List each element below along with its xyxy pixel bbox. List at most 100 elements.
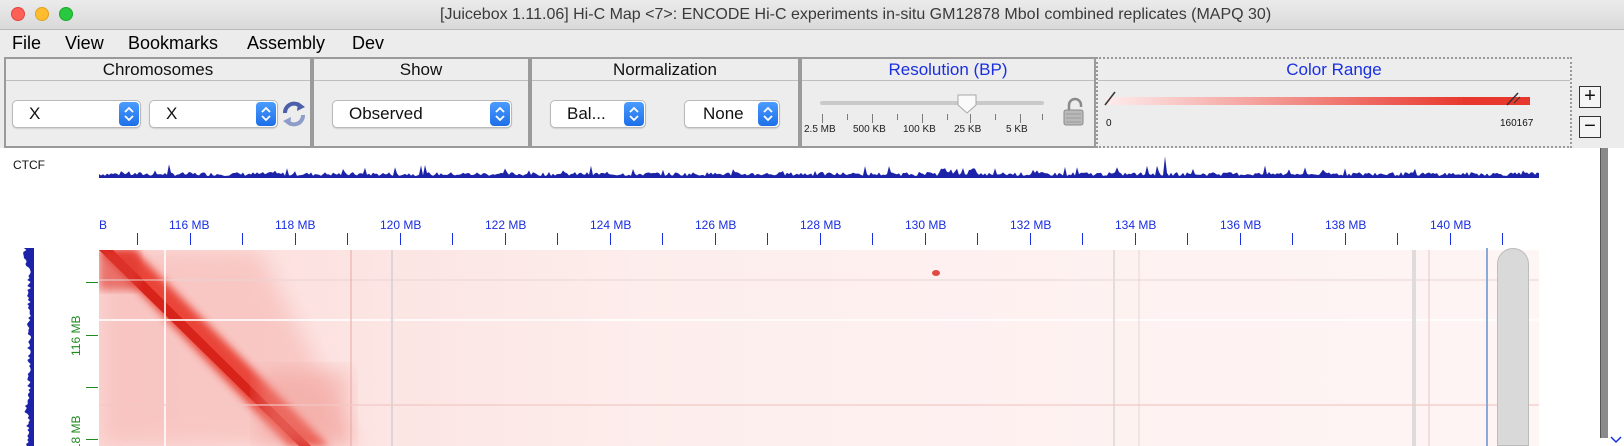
menu-file[interactable]: File xyxy=(12,33,42,53)
resolution-panel: Resolution (BP) 2.5 MB 500 KB 100 KB 25 … xyxy=(800,57,1096,148)
x-axis-tick xyxy=(557,233,558,245)
show-value: Observed xyxy=(349,104,423,123)
resolution-tick xyxy=(970,114,971,123)
menu-bookmarks[interactable]: Bookmarks xyxy=(128,33,219,53)
menu-assembly[interactable]: Assembly xyxy=(247,33,326,53)
heatmap-domain xyxy=(259,370,349,446)
x-axis-label: 122 MB xyxy=(485,218,527,232)
normalization-2-select[interactable]: None xyxy=(684,100,780,128)
resolution-label-500kb[interactable]: 500 KB xyxy=(853,124,886,135)
show-select[interactable]: Observed xyxy=(332,100,512,128)
resolution-tick xyxy=(872,114,873,123)
chevron-down-icon[interactable] xyxy=(1610,432,1622,444)
x-axis-label: 118 MB xyxy=(275,218,316,232)
show-title: Show xyxy=(314,59,528,81)
window-maximize-button[interactable] xyxy=(59,7,73,21)
chevron-updown-icon xyxy=(490,102,510,126)
x-axis-label: 116 MB xyxy=(169,218,210,232)
unlock-icon[interactable] xyxy=(1062,97,1086,127)
y-axis-tick xyxy=(86,282,98,283)
x-axis-tick xyxy=(714,233,716,245)
chromosomes-panel: Chromosomes X X xyxy=(4,57,312,148)
menu-dev[interactable]: Dev xyxy=(352,33,385,53)
chevron-updown-icon xyxy=(758,102,778,126)
x-axis-tick xyxy=(1397,233,1398,245)
color-range-max-thumb[interactable] xyxy=(1506,89,1522,107)
menu-view[interactable]: View xyxy=(65,33,104,53)
menu-bar: File View Bookmarks Assembly Dev xyxy=(0,30,1624,56)
ctcf-vertical-signal xyxy=(23,248,34,446)
color-range-title: Color Range xyxy=(1098,59,1570,81)
x-axis-tick xyxy=(294,233,296,245)
scrollbar[interactable] xyxy=(1600,148,1608,438)
x-axis-tick xyxy=(504,233,506,245)
window-close-button[interactable] xyxy=(11,7,25,21)
x-axis-tick xyxy=(189,233,191,245)
normalization-1-value: Bal... xyxy=(567,104,606,123)
x-axis-tick xyxy=(872,233,873,245)
x-axis-tick xyxy=(242,233,243,245)
ctcf-track[interactable] xyxy=(99,150,1539,184)
zoom-in-button[interactable]: + xyxy=(1579,86,1601,108)
resolution-label-2.5mb[interactable]: 2.5 MB xyxy=(804,124,836,135)
x-axis-tick xyxy=(1187,233,1188,245)
normalization-panel: Normalization Bal... None xyxy=(530,57,800,148)
color-range-min-thumb[interactable] xyxy=(1104,89,1118,107)
resolution-tick xyxy=(847,114,848,120)
refresh-icon[interactable] xyxy=(280,99,308,129)
x-axis-tick xyxy=(1134,233,1136,245)
resolution-label-25kb[interactable]: 25 KB xyxy=(954,124,982,135)
x-axis-label: 136 MB xyxy=(1220,218,1262,232)
chromosomes-title: Chromosomes xyxy=(6,59,310,81)
heatmap-hotspot xyxy=(932,270,940,276)
x-axis-tick xyxy=(399,233,401,245)
window-minimize-button[interactable] xyxy=(35,7,49,21)
x-axis-label: 132 MB xyxy=(1010,218,1052,232)
resolution-tick xyxy=(1042,114,1043,120)
y-axis-label: 118 MB xyxy=(69,415,83,446)
x-axis-tick xyxy=(609,233,611,245)
y-axis-tick xyxy=(86,387,98,388)
x-axis-tick xyxy=(1449,233,1451,245)
heatmap-domain xyxy=(99,250,139,290)
x-axis-tick xyxy=(452,233,453,245)
chromosome-1-value: X xyxy=(29,104,41,123)
heatmap-diagonal-core xyxy=(99,250,311,446)
resolution-label-100kb[interactable]: 100 KB xyxy=(903,124,936,135)
resolution-label-5kb[interactable]: 5 KB xyxy=(1006,124,1028,135)
x-axis-tick xyxy=(1029,233,1031,245)
color-range-panel: Color Range 0 160167 xyxy=(1096,57,1572,148)
normalization-1-select[interactable]: Bal... xyxy=(550,100,646,128)
resolution-slider-thumb[interactable] xyxy=(956,93,978,115)
x-axis-tick xyxy=(662,233,663,245)
color-range-gradient[interactable] xyxy=(1106,97,1530,105)
chevron-updown-icon xyxy=(256,102,276,126)
scroll-thumb[interactable] xyxy=(1497,248,1529,446)
x-axis-tick xyxy=(1082,233,1083,245)
x-axis-tick xyxy=(924,233,926,245)
contact-heatmap[interactable] xyxy=(99,250,1539,446)
x-axis-tick xyxy=(137,233,138,245)
normalization-title: Normalization xyxy=(532,59,798,81)
chromosome-2-select[interactable]: X xyxy=(149,100,278,128)
y-axis-label: 116 MB xyxy=(69,315,83,356)
x-axis-tick xyxy=(1502,233,1503,245)
x-axis-label: 138 MB xyxy=(1325,218,1367,232)
x-axis-label: 140 MB xyxy=(1430,218,1472,232)
y-axis-tick xyxy=(86,335,98,336)
title-bar: [Juicebox 1.11.06] Hi-C Map <7>: ENCODE … xyxy=(0,0,1624,30)
ctcf-vertical-track[interactable] xyxy=(22,248,34,446)
resolution-slider-track[interactable] xyxy=(820,101,1044,105)
x-axis-label: 124 MB xyxy=(590,218,632,232)
x-axis-label: 120 MB xyxy=(380,218,422,232)
x-axis-label: 126 MB xyxy=(695,218,737,232)
x-axis-tick xyxy=(1344,233,1346,245)
x-axis-tick xyxy=(767,233,768,245)
chromosome-1-select[interactable]: X xyxy=(12,100,141,128)
x-axis-tick xyxy=(1239,233,1241,245)
x-axis-label: 128 MB xyxy=(800,218,842,232)
x-axis-tick xyxy=(819,233,821,245)
resolution-title: Resolution (BP) xyxy=(802,59,1094,81)
heatmap-gap-line xyxy=(1412,250,1416,446)
zoom-out-button[interactable]: − xyxy=(1579,116,1601,138)
